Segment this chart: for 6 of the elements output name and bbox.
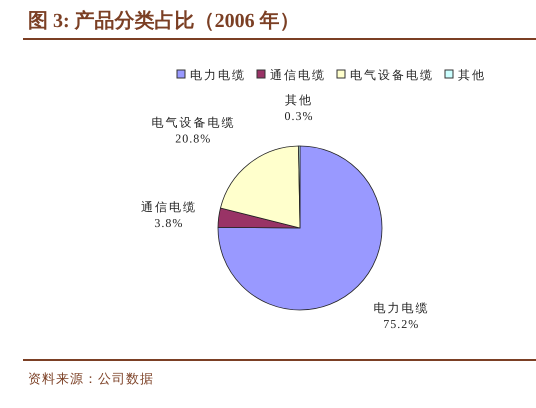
legend-label: 电气设备电缆: [350, 68, 434, 82]
legend-label: 通信电缆: [270, 68, 326, 82]
legend-label: 电力电缆: [190, 68, 246, 82]
title: 图 3: 产品分类占比（2006 年）: [28, 10, 300, 32]
annotation: 资料来源：公司数据: [28, 371, 154, 386]
legend-label: 其他: [458, 68, 486, 82]
